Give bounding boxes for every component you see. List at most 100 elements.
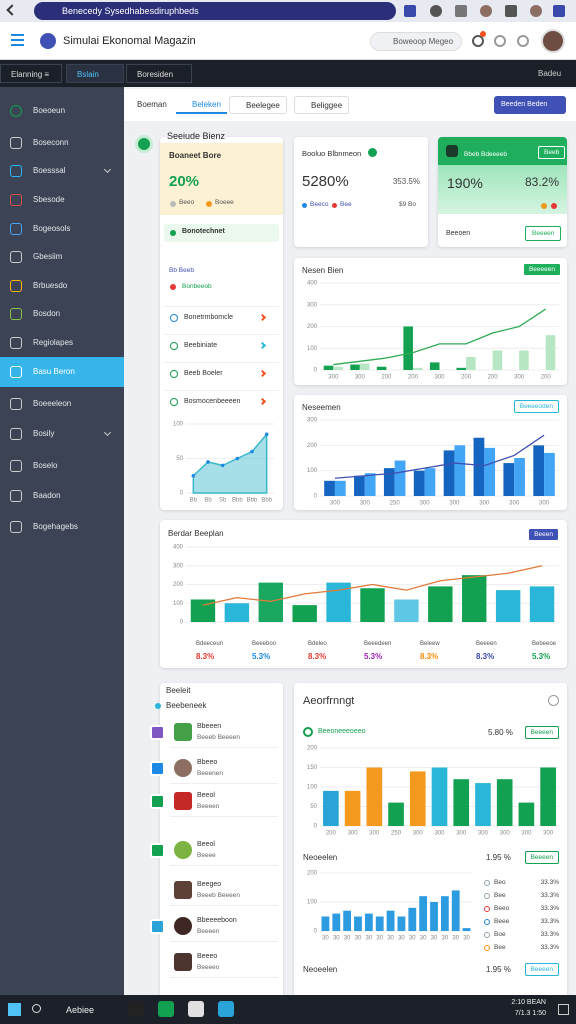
task-app[interactable] xyxy=(158,1001,174,1017)
list-item-title[interactable]: Beeol xyxy=(197,792,215,799)
neoe-button[interactable]: Beeeen xyxy=(524,963,559,976)
task-search-icon[interactable] xyxy=(32,1004,41,1013)
toolbar-button[interactable]: Beeden Beden xyxy=(494,96,566,114)
bar xyxy=(366,767,383,826)
x-tick-label: 300 xyxy=(348,831,359,837)
row-text[interactable]: Beeb Boeler xyxy=(184,370,223,377)
y-tick-label: 0 xyxy=(314,929,318,935)
browser-icon[interactable] xyxy=(404,5,416,17)
sidebar-item[interactable]: Basu Beron xyxy=(33,367,75,376)
bar xyxy=(364,473,376,496)
y-tick-label: 0 xyxy=(180,491,184,497)
bar xyxy=(383,468,395,496)
chart-badge[interactable]: Beeen xyxy=(528,528,559,541)
menu-line xyxy=(11,34,24,36)
bar xyxy=(413,470,425,496)
y-tick-label: 100 xyxy=(307,785,318,791)
browser-icon[interactable] xyxy=(430,5,442,17)
sidebar xyxy=(0,87,124,995)
list-item-title[interactable]: Beeeo xyxy=(197,953,218,960)
summary-highlight: Boaneet Bore 20% Beeo Boeee xyxy=(160,143,283,215)
list-divider xyxy=(170,905,278,906)
kpi-badge[interactable]: Beeb xyxy=(538,146,566,159)
task-app[interactable] xyxy=(188,1001,204,1017)
task-app[interactable] xyxy=(128,1001,144,1017)
list-item-title[interactable]: Bbeeo xyxy=(197,759,218,766)
toolbar-tab[interactable]: Boeman xyxy=(137,100,167,109)
sidebar-item[interactable]: Bogeosols xyxy=(33,224,71,233)
settings-icon[interactable] xyxy=(517,35,529,47)
list-item-title[interactable]: Bbeeen xyxy=(197,723,222,730)
row-text[interactable]: Bonetrmbomcle xyxy=(184,314,234,321)
sidebar-item[interactable]: Boselo xyxy=(33,461,58,470)
sidebar-item[interactable]: Brbuesdo xyxy=(33,281,68,290)
neoe-button[interactable]: Beeeen xyxy=(524,851,559,864)
list-item-title[interactable]: Beegeo xyxy=(197,881,222,888)
list-title: Beeleit xyxy=(166,686,191,695)
point xyxy=(264,432,269,437)
sidebar-item[interactable]: Regiolapes xyxy=(33,338,74,347)
sidebar-item[interactable]: Bosily xyxy=(33,429,55,438)
list-item-title[interactable]: Beeol xyxy=(197,841,215,848)
browser-icon[interactable] xyxy=(480,5,492,17)
task-search[interactable]: Aebiee xyxy=(66,1005,95,1015)
bar xyxy=(359,363,370,370)
sidebar-item[interactable]: Boesssal xyxy=(33,166,66,175)
y-tick-label: 200 xyxy=(307,746,318,752)
bar xyxy=(419,896,428,931)
start-icon[interactable] xyxy=(8,1003,21,1016)
row-text[interactable]: Beebiniate xyxy=(184,342,218,349)
bar xyxy=(533,445,545,496)
toolbar-tab[interactable]: Beleken xyxy=(176,96,227,114)
sidebar-item[interactable]: Baadon xyxy=(33,491,61,500)
url-text: Benecedy Sysedhabesdiruphbeds xyxy=(62,6,199,16)
activity-help[interactable] xyxy=(548,695,559,706)
bar xyxy=(519,350,529,370)
task-app[interactable] xyxy=(218,1001,234,1017)
bar xyxy=(224,603,250,622)
x-tick-label: 300 xyxy=(509,501,520,507)
task-date: 7/1.3 1:50 xyxy=(514,1010,546,1017)
activity-card: Aeorfrnngt Beeoneeeoeeo 5.80 % Beeeen 0 50 100… xyxy=(294,683,567,1003)
y-tick-label: 0 xyxy=(314,824,318,830)
bar xyxy=(456,367,467,370)
point xyxy=(250,449,254,454)
kpi-button[interactable]: Beeeen xyxy=(525,226,562,241)
x-tick-label: Bb xyxy=(204,498,212,504)
browser-icon[interactable] xyxy=(455,5,467,17)
sidebar-item[interactable]: Boseconn xyxy=(33,138,69,147)
avatar[interactable] xyxy=(541,29,565,53)
chart-badge[interactable]: Beeeeen xyxy=(522,263,561,276)
row-icon xyxy=(170,370,178,378)
nav-tab[interactable]: Bslain xyxy=(66,64,124,83)
sidebar-icon xyxy=(10,490,22,502)
menu-line xyxy=(11,44,24,46)
sidebar-item[interactable]: Sbesode xyxy=(33,195,65,204)
sidebar-item[interactable]: Boeeeleon xyxy=(33,399,72,408)
nav-tab[interactable]: Elanning ≡ xyxy=(0,64,62,83)
chart-badge[interactable]: Beeeeoden xyxy=(513,400,559,413)
nav-tab[interactable]: Boresiden xyxy=(126,64,192,83)
list-item-title[interactable]: Bbeeeeboon xyxy=(197,917,237,924)
list-avatar xyxy=(174,792,192,810)
sidebar-item[interactable]: Bogehagebs xyxy=(33,522,78,531)
bar xyxy=(323,790,339,826)
refresh-icon[interactable] xyxy=(494,35,506,47)
row-text[interactable]: Bosmocenbeeeen xyxy=(184,398,241,405)
toolbar-tab[interactable]: Beelegee xyxy=(229,96,287,114)
search-box[interactable]: Boweoop Megeo xyxy=(370,32,462,51)
activity-button[interactable]: Beeeen xyxy=(524,726,559,739)
sidebar-item[interactable]: Gbesiim xyxy=(33,252,63,261)
list-avatar xyxy=(174,953,192,971)
task-notif[interactable] xyxy=(558,1004,569,1015)
browser-icon[interactable] xyxy=(505,5,517,17)
browser-icon[interactable] xyxy=(530,5,542,17)
sidebar-icon xyxy=(10,105,22,117)
toolbar-tab[interactable]: Beliggee xyxy=(294,96,350,114)
sidebar-item[interactable]: Bosdon xyxy=(33,309,61,318)
browser-icon[interactable] xyxy=(553,5,565,17)
bar xyxy=(492,350,503,370)
x-tick-label: Bb xyxy=(190,498,198,504)
sidebar-item[interactable]: Boeoeun xyxy=(33,106,66,115)
notif-icon[interactable] xyxy=(472,35,484,47)
